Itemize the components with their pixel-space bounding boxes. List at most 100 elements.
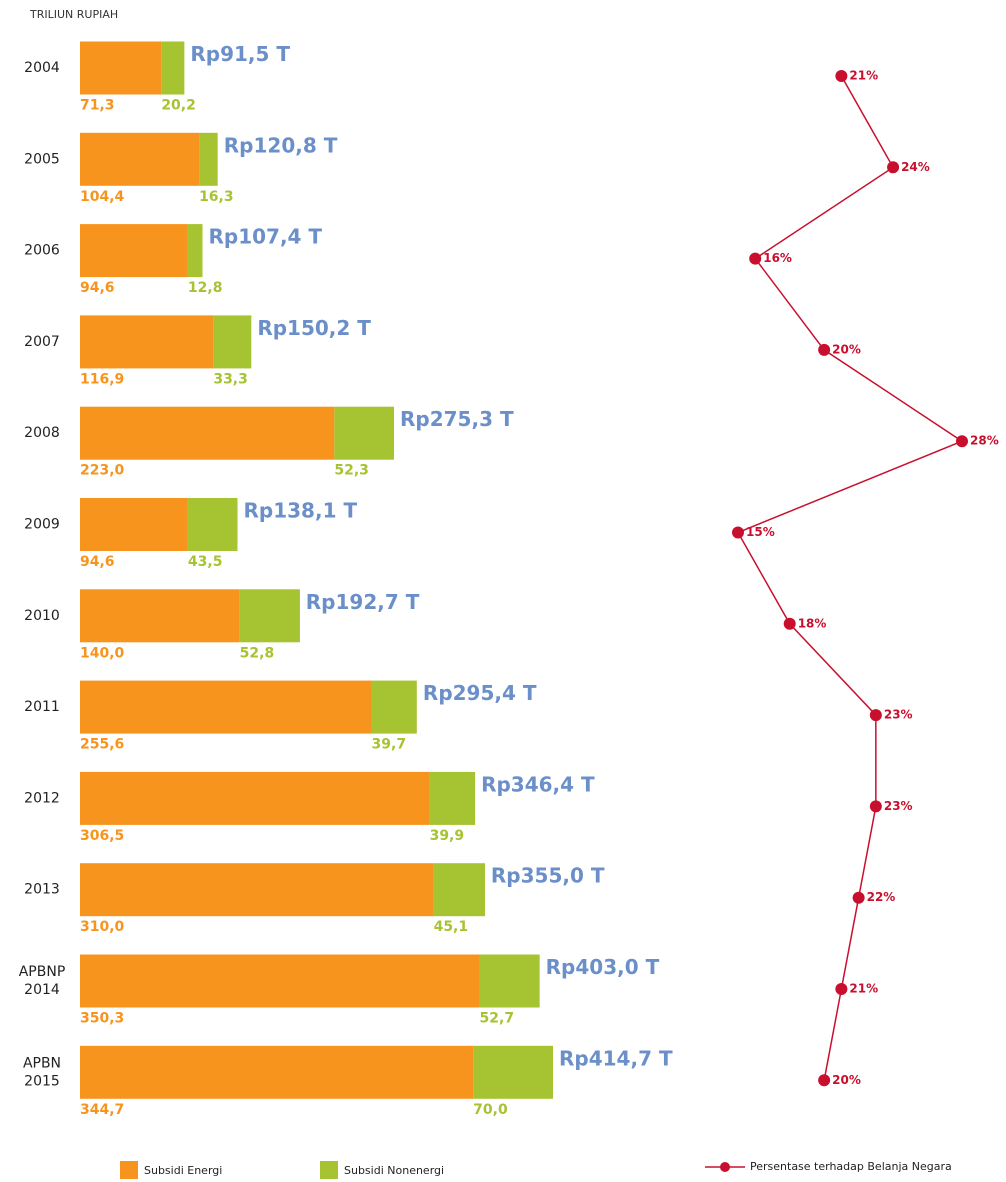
segment-label: 39,7 [372,737,407,753]
segment-label: 39,9 [430,828,465,844]
total-label: Rp355,0 T [491,864,605,888]
bar-segment [473,1045,553,1099]
legend-swatch [320,1161,338,1179]
percentage-point [869,709,882,722]
segment-label: 70,0 [473,1102,508,1118]
legend-label: Subsidi Nonenergi [344,1164,444,1177]
category-label: 2010 [24,608,60,624]
bar-segment [80,406,335,460]
segment-label: 71,3 [80,98,115,114]
bar-segment [80,41,162,95]
segment-label: 104,4 [80,189,125,205]
segment-label: 310,0 [80,919,125,935]
bar-segment [80,498,188,551]
category-label: 2008 [24,425,60,441]
segment-label: 20,2 [161,98,196,114]
bar-segment [80,589,240,643]
legend-label: Persentase terhadap Belanja Negara [750,1160,952,1173]
segment-label: 45,1 [434,919,469,935]
percentage-point [818,1074,831,1087]
segment-label: 94,6 [80,554,115,570]
percentage-label: 24% [901,160,930,174]
percentage-point [749,252,762,265]
percentage-point [835,70,848,82]
bar-segment [80,771,430,825]
segment-label: 43,5 [188,554,223,570]
bar-segment [80,954,480,1008]
segment-label: 52,3 [334,463,369,479]
segment-label: 344,7 [80,1102,124,1118]
bar-segment [80,132,200,186]
bar-segment [187,498,238,551]
percentage-point [869,800,882,813]
total-label: Rp403,0 T [546,955,660,979]
category-label: 2012 [24,790,60,806]
bar-segment [433,863,486,917]
category-label: 2011 [24,699,60,715]
percentage-label: 23% [884,708,913,722]
total-label: Rp107,4 T [208,225,322,249]
legend-label: Subsidi Energi [144,1164,222,1177]
total-label: Rp192,7 T [306,590,420,614]
segment-label: 94,6 [80,280,115,296]
bar-segment [80,315,214,369]
percentage-point [887,161,900,174]
segment-label: 33,3 [213,371,248,387]
category-label: 2007 [24,334,60,350]
bar-segment [429,771,476,825]
total-label: Rp150,2 T [257,316,371,340]
category-label: 2009 [24,517,60,533]
percentage-line [736,75,964,1081]
percentage-point [783,617,796,630]
total-label: Rp120,8 T [224,133,338,157]
bar-segment [187,224,203,278]
percentage-label: 15% [746,525,775,539]
percentage-label: 21% [849,982,878,996]
unit-label: TRILIUN RUPIAH [29,8,118,21]
bar-segment [199,132,218,186]
segment-label: 52,8 [240,645,275,661]
segment-label: 255,6 [80,737,124,753]
bar-segment [80,680,372,734]
percentage-label: 20% [832,342,861,356]
legend-swatch [120,1161,138,1179]
bar-segment [80,1045,474,1099]
segment-label: 12,8 [188,280,223,296]
bar-segment [371,680,417,734]
category-label: 2004 [24,60,60,76]
bar-segment [80,863,434,917]
bar-segment [213,315,252,369]
segment-label: 16,3 [199,189,234,205]
segment-label: 223,0 [80,463,125,479]
percentage-label: 23% [884,799,913,813]
bar-segment [334,406,395,460]
category-label: 2005 [24,151,60,167]
percentage-point [818,343,831,356]
bar-segment [479,954,540,1008]
category-label: APBNP 2014 [19,964,66,998]
category-label: APBN 2015 [23,1055,61,1089]
total-label: Rp295,4 T [423,681,537,705]
percentage-point [956,435,968,448]
segment-label: 52,7 [480,1011,515,1027]
bar-segment [80,224,188,278]
percentage-label: 22% [867,890,896,904]
total-label: Rp414,7 T [559,1046,673,1070]
total-label: Rp91,5 T [190,42,290,66]
category-label: 2006 [24,243,60,259]
segment-label: 116,9 [80,371,124,387]
percentage-label: 21% [849,69,878,83]
segment-label: 350,3 [80,1011,124,1027]
total-label: Rp138,1 T [244,499,358,523]
percentage-label: 28% [970,434,999,448]
bar-segment [161,41,185,95]
percentage-point [835,983,848,995]
total-label: Rp275,3 T [400,407,514,431]
bar-segment [239,589,300,643]
segment-label: 306,5 [80,828,124,844]
percentage-label: 20% [832,1073,861,1087]
percentage-label: 16% [763,251,792,265]
total-label: Rp346,4 T [481,772,595,796]
segment-label: 140,0 [80,645,125,661]
